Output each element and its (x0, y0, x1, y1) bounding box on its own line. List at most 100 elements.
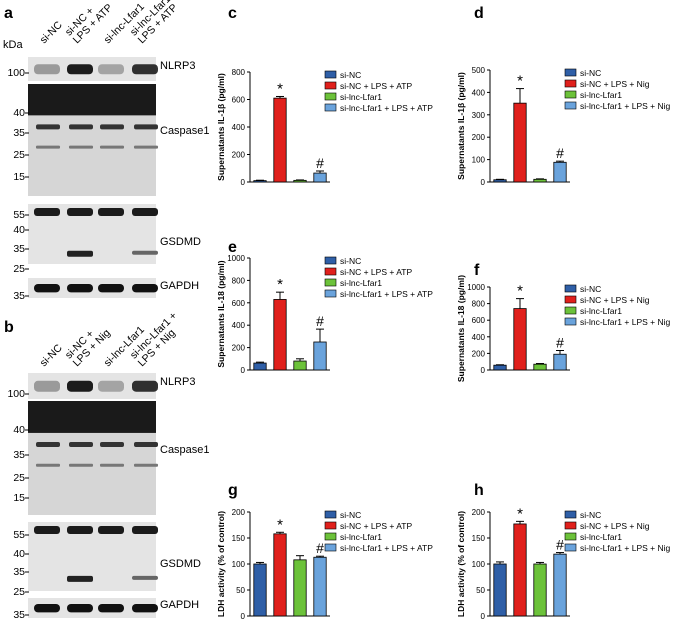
y-tick-label: 400 (232, 321, 246, 330)
kda-marker: 40 (13, 424, 25, 436)
significance-mark: # (316, 540, 324, 556)
lane-label-line: si-NC (38, 342, 65, 369)
kda-marker: 35 (13, 290, 25, 302)
panel-letter: d (474, 5, 484, 22)
lane-label: si-NC (38, 19, 65, 46)
blot-strip (28, 401, 158, 515)
legend-label: si-lnc-Lfar1 + LPS + ATP (340, 289, 433, 299)
significance-mark: # (556, 537, 564, 553)
protein-band (100, 124, 124, 130)
y-tick-label: 300 (472, 111, 486, 120)
legend-label: si-lnc-Lfar1 (340, 92, 382, 102)
protein-band (69, 442, 93, 448)
kda-label: kDa (3, 39, 23, 51)
bar (313, 556, 327, 617)
bar (293, 559, 307, 617)
y-tick-label: 800 (232, 276, 246, 285)
kda-marker: 35 (13, 243, 25, 255)
panel-letter: b (4, 319, 14, 336)
bar (273, 97, 287, 183)
protein-band (69, 145, 93, 149)
y-tick-label: 400 (232, 123, 246, 132)
legend-swatch (324, 81, 337, 90)
panel-letter: g (228, 482, 238, 499)
kda-marker: 100 (7, 388, 25, 400)
protein-band (100, 442, 124, 448)
legend-swatch (564, 101, 577, 110)
protein-band (132, 604, 158, 613)
blot-strip (28, 204, 158, 264)
y-tick-label: 100 (232, 560, 246, 569)
y-tick-label: 200 (472, 133, 486, 142)
legend-swatch (324, 510, 337, 519)
bar (493, 563, 507, 617)
protein-band (67, 380, 93, 392)
legend-label: si-NC + LPS + Nig (580, 295, 650, 305)
protein-band (36, 145, 60, 149)
legend-swatch (324, 92, 337, 101)
y-tick-label: 600 (232, 96, 246, 105)
kda-marker: 35 (13, 609, 25, 621)
bar (493, 179, 507, 183)
y-tick-label: 600 (232, 299, 246, 308)
bar (313, 172, 327, 183)
y-axis-label: Supernatants IL-18 (pg/ml) (456, 275, 466, 382)
y-tick-label: 200 (472, 349, 486, 358)
protein-band (132, 284, 158, 293)
blot-strip (28, 84, 158, 196)
protein-band (98, 380, 124, 392)
kda-marker: 25 (13, 263, 25, 275)
legend-swatch (324, 70, 337, 79)
protein-band (67, 208, 93, 216)
legend-label: si-lnc-Lfar1 + LPS + Nig (580, 317, 671, 327)
y-tick-label: 400 (472, 88, 486, 97)
significance-mark: # (556, 334, 564, 350)
legend-swatch (564, 295, 577, 304)
panel-letter: h (474, 482, 484, 499)
protein-band (98, 64, 124, 75)
kda-marker: 40 (13, 224, 25, 236)
band-label: GAPDH (160, 280, 199, 292)
legend-swatch (564, 68, 577, 77)
chart-panel-g: g 0 50 100 150 200 LDH activity (% of control)… (216, 482, 433, 621)
protein-band (34, 380, 60, 392)
legend-label: si-NC (340, 510, 361, 520)
kda-marker: 55 (13, 209, 25, 221)
kda-marker: 40 (13, 548, 25, 560)
y-tick-label: 200 (472, 508, 486, 517)
legend-label: si-lnc-Lfar1 (340, 532, 382, 542)
legend-swatch (324, 532, 337, 541)
band-label: Caspase1 (160, 125, 210, 137)
y-tick-label: 200 (232, 344, 246, 353)
kda-marker: 25 (13, 472, 25, 484)
kda-marker: 15 (13, 492, 25, 504)
blot-strip (28, 57, 158, 81)
legend-label: si-NC + LPS + Nig (580, 521, 650, 531)
panel-letter: a (4, 5, 13, 22)
kda-marker: 35 (13, 566, 25, 578)
legend-swatch (324, 256, 337, 265)
y-tick-label: 400 (472, 333, 486, 342)
legend-label: si-lnc-Lfar1 + LPS + Nig (580, 543, 671, 553)
band-label: GSDMD (160, 558, 201, 570)
kda-marker: 25 (13, 149, 25, 161)
protein-band (132, 526, 158, 534)
protein-band (69, 124, 93, 130)
protein-band (36, 463, 60, 467)
significance-mark: * (277, 80, 283, 97)
bar (493, 364, 507, 371)
bar (553, 553, 567, 617)
y-tick-label: 100 (472, 560, 486, 569)
bar (313, 341, 327, 371)
legend-label: si-lnc-Lfar1 (580, 532, 622, 542)
chart-panel-h: h 0 50 100 150 200 LDH activity (% of control)… (456, 482, 671, 621)
legend-label: si-lnc-Lfar1 + LPS + ATP (340, 543, 433, 553)
legend-swatch (564, 532, 577, 541)
bar (513, 102, 527, 183)
protein-band (132, 250, 158, 255)
legend-swatch (324, 521, 337, 530)
y-tick-label: 1000 (467, 283, 485, 292)
kda-marker: 55 (13, 529, 25, 541)
y-tick-label: 150 (232, 534, 246, 543)
